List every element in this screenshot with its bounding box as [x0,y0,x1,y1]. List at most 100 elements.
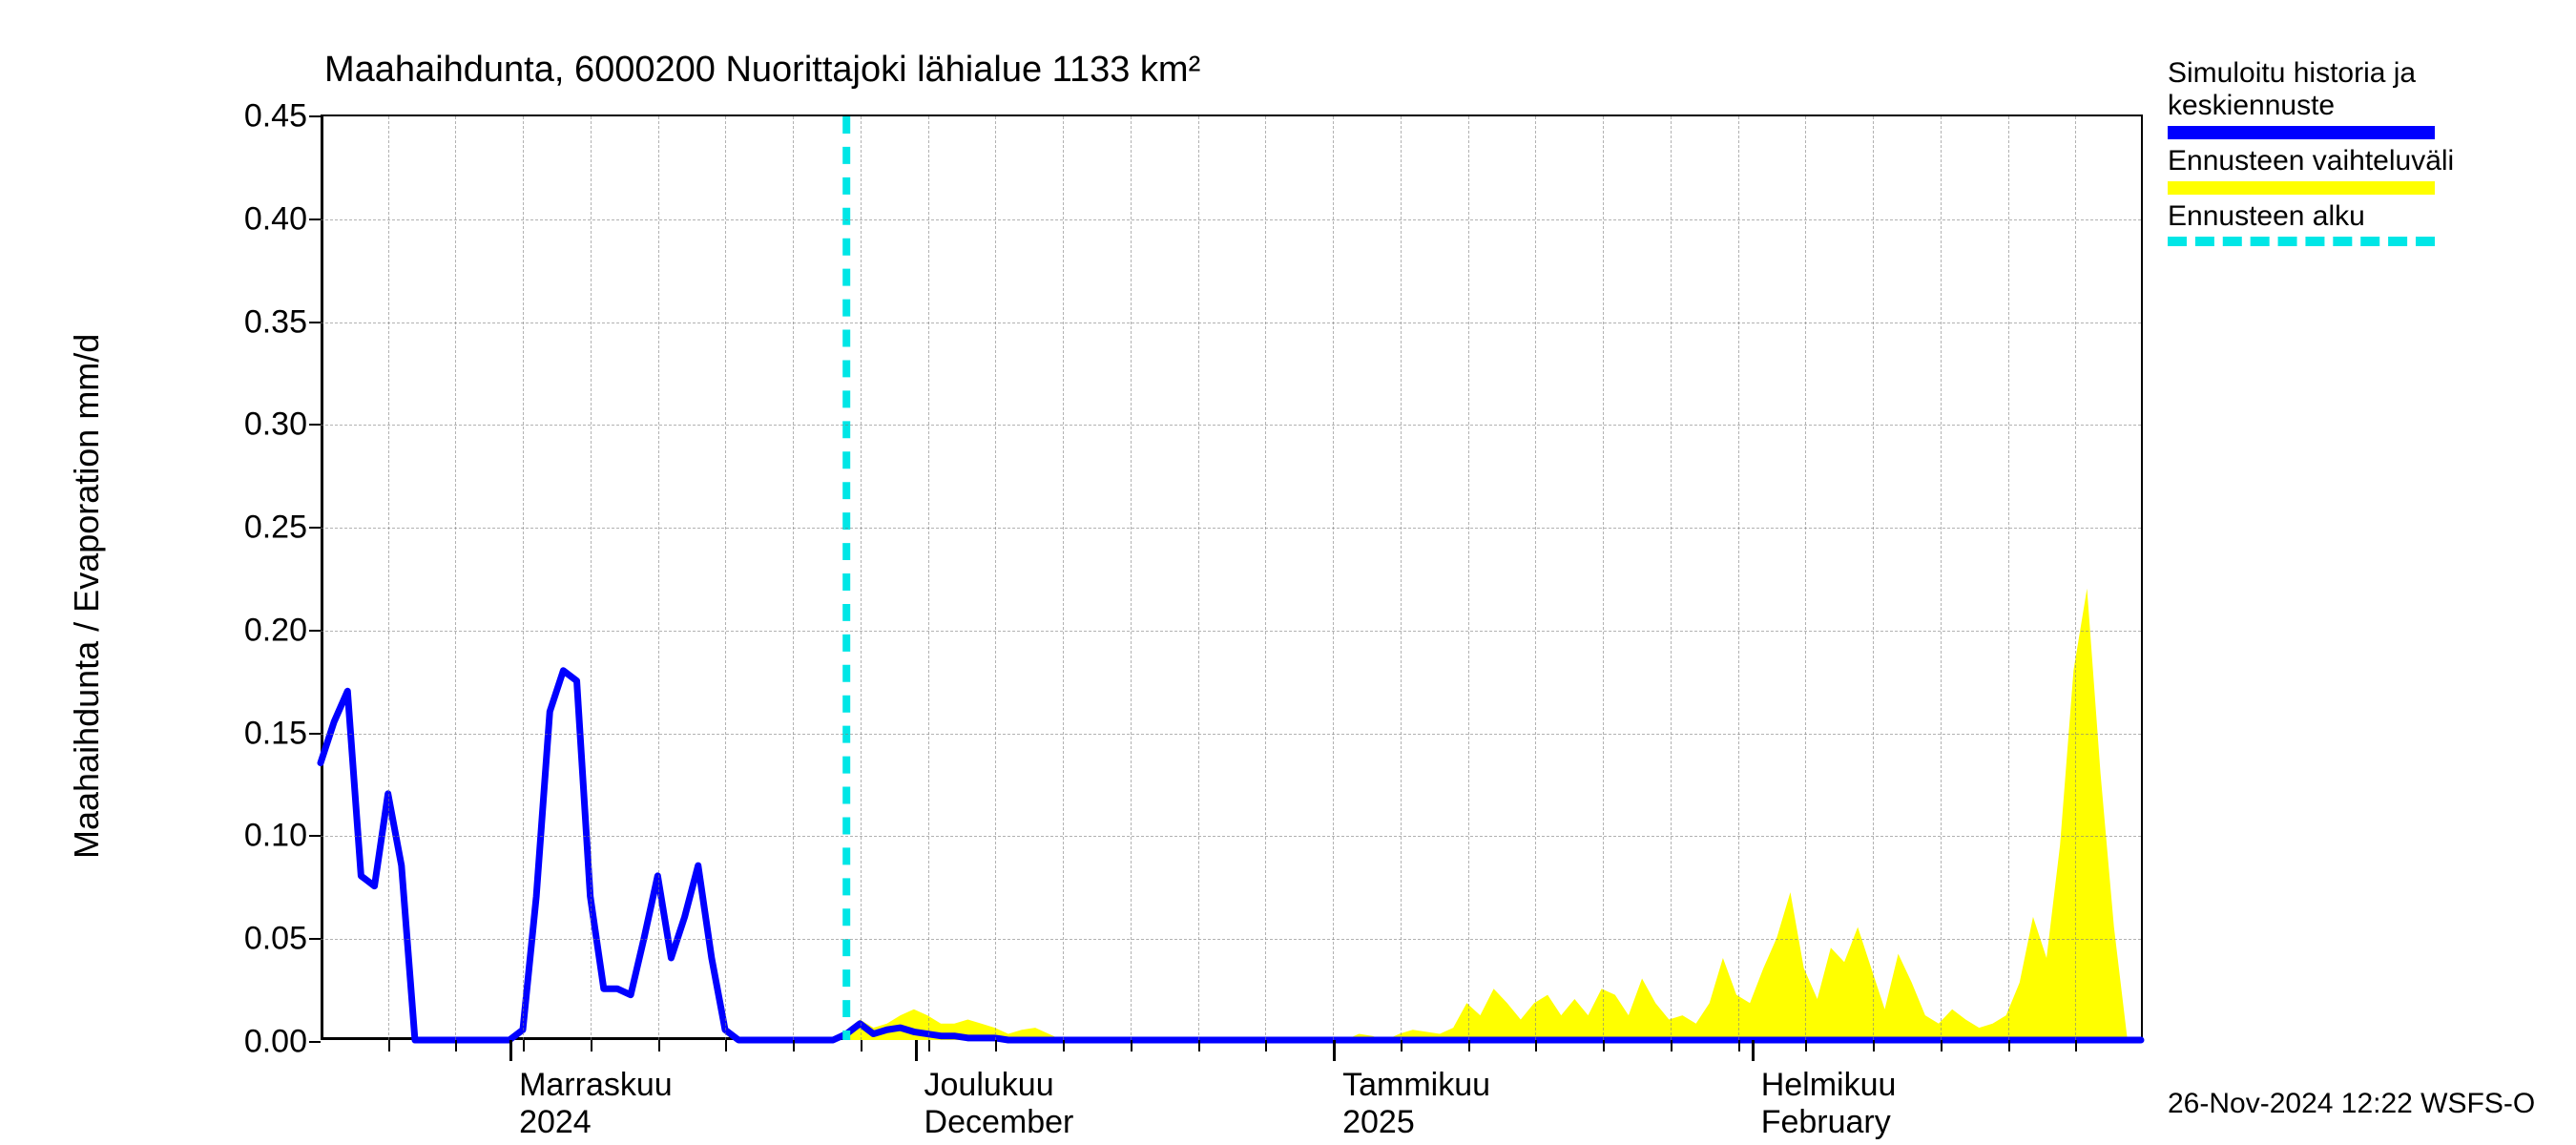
gridline-v [1603,116,1604,1040]
ytick-mark [309,630,321,632]
gridline-h [321,836,2141,837]
xtick-mark [1941,1040,1942,1051]
plot-area: 0.000.050.100.150.200.250.300.350.400.45… [321,114,2143,1040]
gridline-v [591,116,592,1040]
gridline-v [861,116,862,1040]
gridline-v [1671,116,1672,1040]
legend-label: Ennusteen vaihteluväli [2168,145,2454,177]
ytick-label: 0.00 [244,1024,307,1061]
gridline-h [321,734,2141,735]
gridline-v [1333,116,1334,1040]
xtick-mark [1535,1040,1537,1051]
ytick-mark [309,424,321,426]
xtick-mark [1671,1040,1672,1051]
month-label: Tammikuu2025 [1342,1067,1490,1141]
ytick-mark [309,527,321,529]
gridline-v [995,116,996,1040]
gridline-v [1738,116,1739,1040]
gridline-v [388,116,389,1040]
gridline-v [658,116,659,1040]
gridline-v [1805,116,1806,1040]
xtick-major [509,1040,512,1061]
xtick-mark [1401,1040,1402,1051]
legend: Simuloitu historia ja keskiennuste Ennust… [2168,57,2454,252]
chart-title: Maahaihdunta, 6000200 Nuorittajoki lähia… [324,50,1200,91]
xtick-mark [591,1040,592,1051]
ytick-label: 0.45 [244,98,307,135]
legend-label: Simuloitu historia ja keskiennuste [2168,57,2454,122]
ytick-mark [309,835,321,837]
xtick-mark [1131,1040,1132,1051]
ytick-label: 0.25 [244,510,307,547]
gridline-h [321,219,2141,220]
plot-svg [321,116,2141,1040]
legend-swatch [2168,237,2435,246]
ytick-label: 0.30 [244,406,307,444]
legend-entry: Ennusteen alku [2168,200,2454,246]
gridline-h [321,528,2141,529]
ytick-mark [309,938,321,940]
gridline-v [2008,116,2009,1040]
ytick-label: 0.35 [244,303,307,341]
gridline-v [1131,116,1132,1040]
gridline-v [1535,116,1536,1040]
xtick-mark [1873,1040,1875,1051]
gridline-v [1468,116,1469,1040]
gridline-v [1265,116,1266,1040]
forecast-range-area [846,589,2128,1040]
chart-stage: Maahaihdunta, 6000200 Nuorittajoki lähia… [0,0,2576,1145]
xtick-mark [1805,1040,1807,1051]
gridline-h [321,425,2141,426]
ytick-label: 0.10 [244,818,307,855]
gridline-v [523,116,524,1040]
xtick-mark [793,1040,795,1051]
xtick-major [1333,1040,1336,1061]
xtick-mark [1603,1040,1605,1051]
gridline-v [455,116,456,1040]
y-axis-label: Maahaihdunta / Evaporation mm/d [67,334,107,859]
xtick-mark [2075,1040,2077,1051]
ytick-label: 0.20 [244,612,307,649]
xtick-major [1752,1040,1755,1061]
legend-label: Ennusteen alku [2168,200,2454,233]
legend-swatch [2168,181,2435,195]
month-label: Marraskuu2024 [519,1067,673,1141]
xtick-mark [658,1040,660,1051]
ytick-label: 0.40 [244,200,307,238]
ytick-label: 0.15 [244,715,307,752]
month-label: JoulukuuDecember [924,1067,1074,1141]
ytick-mark [309,115,321,117]
xtick-mark [388,1040,390,1051]
xtick-mark [1198,1040,1200,1051]
gridline-v [1198,116,1199,1040]
gridline-v [1063,116,1064,1040]
gridline-v [793,116,794,1040]
month-label: HelmikuuFebruary [1761,1067,1897,1141]
ytick-mark [309,1041,321,1043]
xtick-mark [1265,1040,1267,1051]
xtick-mark [1738,1040,1740,1051]
gridline-v [1873,116,1874,1040]
ytick-mark [309,733,321,735]
ytick-mark [309,219,321,220]
xtick-mark [1063,1040,1065,1051]
xtick-mark [523,1040,525,1051]
xtick-mark [861,1040,862,1051]
xtick-mark [455,1040,457,1051]
xtick-major [915,1040,918,1061]
ytick-mark [309,322,321,323]
gridline-v [1941,116,1942,1040]
xtick-mark [995,1040,997,1051]
legend-entry: Simuloitu historia ja keskiennuste [2168,57,2454,139]
gridline-v [725,116,726,1040]
gridline-v [2075,116,2076,1040]
gridline-v [1401,116,1402,1040]
gridline-h [321,939,2141,940]
gridline-h [321,631,2141,632]
gridline-v [928,116,929,1040]
xtick-mark [725,1040,727,1051]
legend-swatch [2168,126,2435,139]
ytick-label: 0.05 [244,921,307,958]
xtick-mark [2008,1040,2010,1051]
legend-entry: Ennusteen vaihteluväli [2168,145,2454,195]
